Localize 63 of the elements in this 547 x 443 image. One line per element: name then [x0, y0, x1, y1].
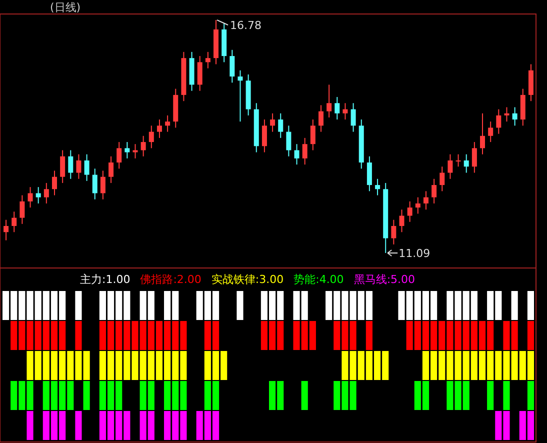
candlestick: [504, 106, 510, 122]
candlestick: [432, 178, 437, 204]
candlestick: [488, 121, 494, 143]
candlestick: [270, 112, 276, 132]
candlestick: [76, 154, 82, 180]
candlestick: [68, 150, 74, 180]
candlestick: [318, 104, 324, 132]
candlestick: [60, 150, 66, 184]
candlestick: [375, 178, 380, 196]
text: 实战铁律:3.00: [211, 273, 284, 286]
candlestick: [423, 190, 428, 210]
chart-title: (日线): [50, 1, 81, 14]
candlestick: [440, 166, 445, 192]
candlestick: [456, 154, 461, 168]
candlestick: [12, 211, 17, 233]
candlestick: [366, 156, 372, 192]
candlestick: [205, 51, 210, 69]
annotation: 16.78: [230, 19, 262, 32]
candlestick: [302, 137, 308, 166]
candlestick: [92, 168, 98, 200]
candlestick: [415, 196, 420, 214]
candlestick: [334, 96, 340, 120]
candlestick: [310, 119, 316, 151]
candlestick: [350, 102, 356, 132]
candlestick: [278, 112, 284, 138]
candlestick: [140, 135, 146, 157]
candlestick: [480, 112, 486, 155]
candlestick: [326, 84, 332, 118]
candlestick: [496, 108, 502, 134]
annotation: 11.09: [398, 247, 430, 260]
candlestick: [108, 156, 114, 184]
text: 佛指路:2.00: [140, 273, 202, 286]
candlestick: [156, 119, 162, 138]
candlestick: [4, 219, 9, 241]
candlestick: [512, 106, 518, 126]
candlestick: [391, 219, 396, 245]
candlestick: [132, 144, 138, 159]
candlestick: [84, 154, 90, 182]
candlestick: [100, 170, 106, 200]
candlestick: [28, 186, 33, 208]
candlestick: [36, 186, 41, 204]
candlestick: [294, 144, 300, 166]
text: 势能:4.00: [294, 273, 344, 286]
candlestick: [342, 102, 348, 120]
candlestick: [230, 49, 235, 84]
candlestick: [20, 194, 25, 224]
candlestick: [407, 200, 412, 222]
candlestick: [124, 142, 130, 159]
candlestick: [116, 142, 122, 170]
candlestick: [165, 114, 170, 132]
candlestick: [52, 170, 57, 196]
candlestick: [262, 119, 267, 153]
candlestick: [197, 56, 202, 92]
candlestick: [286, 125, 292, 157]
candlestick: [448, 154, 453, 180]
candlestick: [238, 70, 243, 122]
text: 黑马线:5.00: [354, 273, 416, 286]
candlestick: [472, 142, 477, 174]
candlestick: [464, 154, 469, 174]
candlestick: [399, 209, 404, 233]
series-label: 主力:1.00: [80, 273, 130, 286]
candlestick: [148, 125, 154, 149]
candlestick: [44, 182, 49, 204]
